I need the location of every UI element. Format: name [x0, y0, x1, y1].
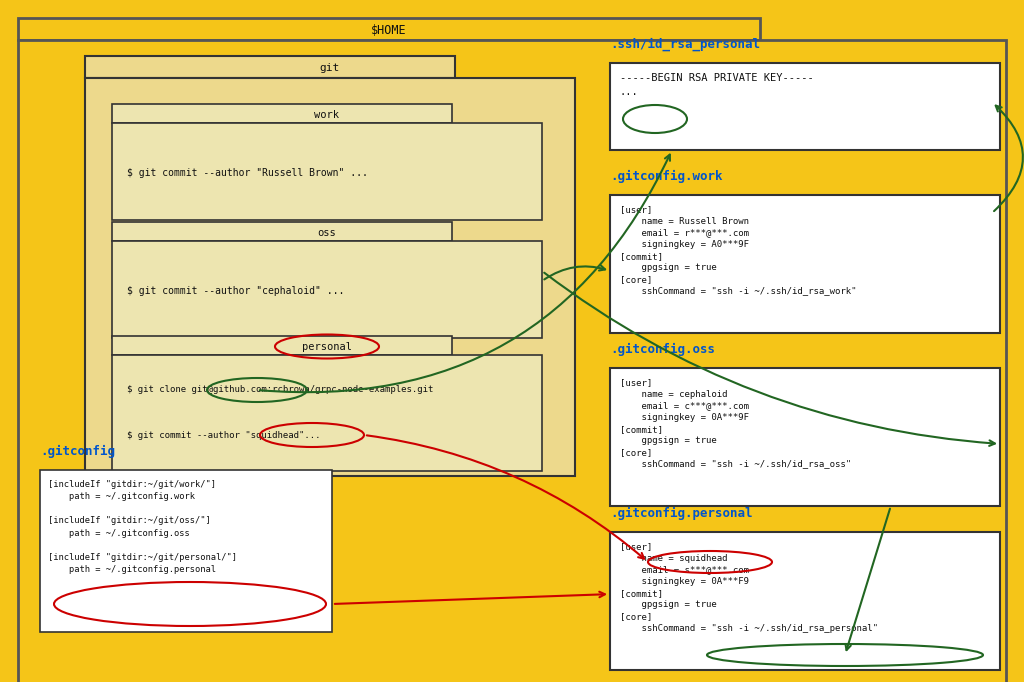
Text: [user]
    name = cephaloid
    email = c***@***.com
    signingkey = 0A***9F
[c: [user] name = cephaloid email = c***@***… — [620, 378, 851, 469]
Bar — [85, 56, 455, 78]
Text: $ git commit --author "squidhead"...: $ git commit --author "squidhead"... — [127, 430, 321, 439]
Text: $ git commit --author "cephaloid" ...: $ git commit --author "cephaloid" ... — [127, 286, 344, 297]
Text: .ssh/id_rsa_personal: .ssh/id_rsa_personal — [610, 38, 760, 51]
Text: .gitconfig.personal: .gitconfig.personal — [610, 507, 753, 520]
Text: oss: oss — [317, 228, 336, 237]
Bar — [112, 355, 542, 471]
Text: work: work — [314, 110, 340, 119]
Text: $ git commit --author "Russell Brown" ...: $ git commit --author "Russell Brown" ..… — [127, 168, 368, 179]
Text: $HOME: $HOME — [371, 23, 407, 37]
Bar — [112, 336, 452, 355]
Bar — [85, 78, 575, 476]
Bar — [112, 104, 452, 123]
Bar — [112, 241, 542, 338]
Text: personal: personal — [302, 342, 352, 351]
Text: .gitconfig.oss: .gitconfig.oss — [610, 343, 715, 356]
Text: git: git — [319, 63, 340, 73]
Text: [user]
    name = Russell Brown
    email = r***@***.com
    signingkey = A0***9: [user] name = Russell Brown email = r***… — [620, 205, 856, 295]
Bar — [112, 123, 542, 220]
Bar — [40, 470, 332, 632]
Bar — [610, 532, 1000, 670]
Bar — [112, 222, 452, 241]
Bar — [610, 63, 1000, 150]
Bar — [610, 195, 1000, 333]
Text: [user]
    name = squidhead
    email = s***@***.com
    signingkey = 0A***F9
[c: [user] name = squidhead email = s***@***… — [620, 542, 878, 633]
Text: [includeIf "gitdir:~/git/work/"]
    path = ~/.gitconfig.work

[includeIf "gitdi: [includeIf "gitdir:~/git/work/"] path = … — [48, 480, 237, 574]
Bar — [610, 368, 1000, 506]
Text: -----BEGIN RSA PRIVATE KEY-----
...: -----BEGIN RSA PRIVATE KEY----- ... — [620, 73, 814, 97]
Text: .gitconfig: .gitconfig — [40, 445, 115, 458]
Bar — [18, 18, 760, 40]
Text: .gitconfig.work: .gitconfig.work — [610, 170, 723, 183]
Text: $ git clone git@github.com:rcbrown/grpc-node-examples.git: $ git clone git@github.com:rcbrown/grpc-… — [127, 385, 433, 394]
